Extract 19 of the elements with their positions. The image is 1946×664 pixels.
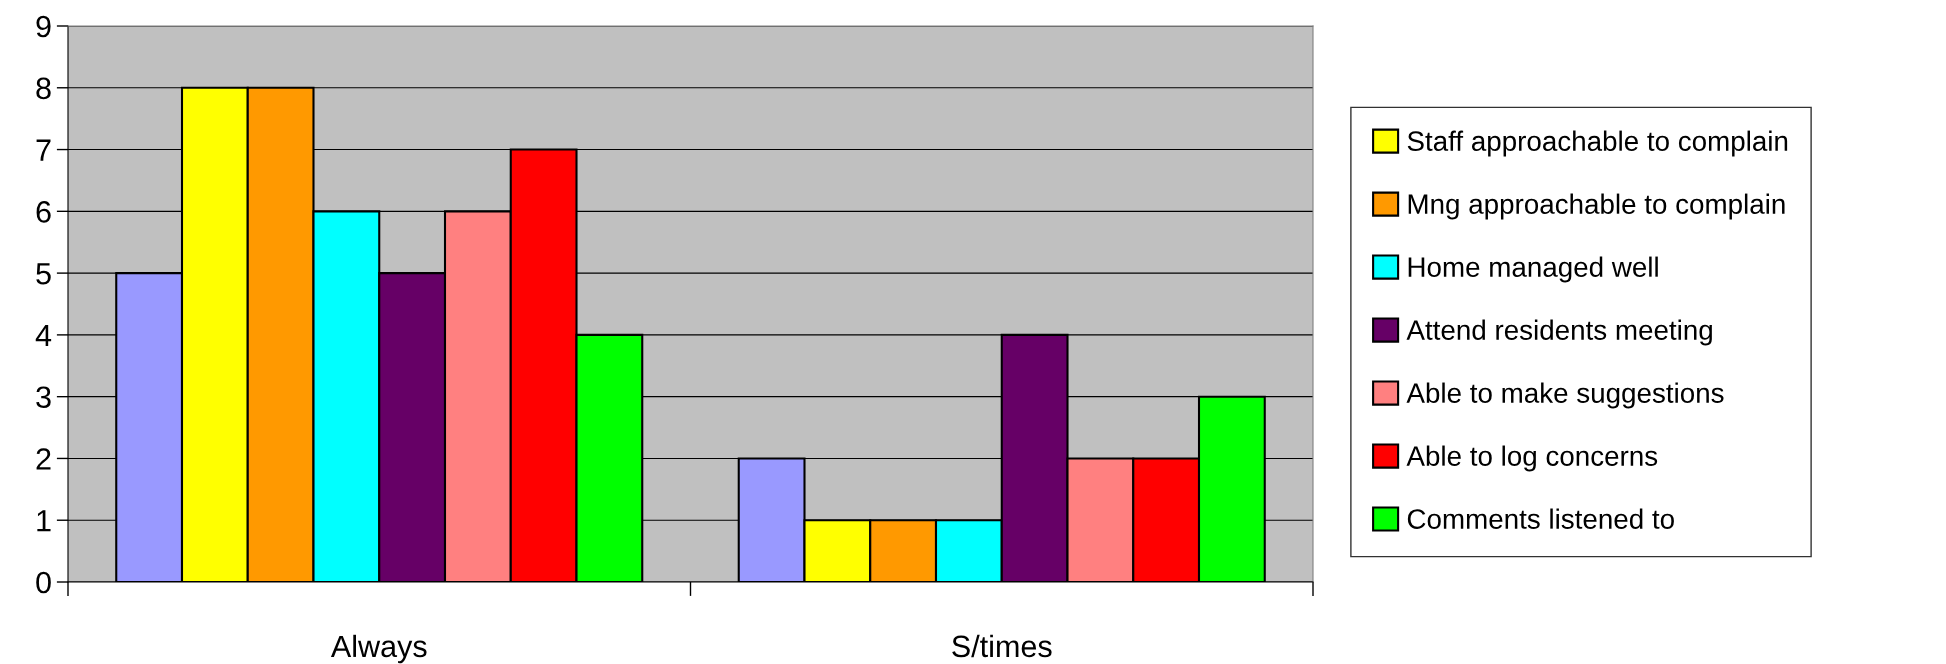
- x-tick-label: Always: [330, 634, 427, 664]
- legend-label: Comments listened to: [1407, 508, 1674, 529]
- x-tick-label: S/times: [952, 634, 1052, 658]
- legend-label: Home managed well: [1408, 256, 1658, 283]
- legend-label: Mng approachable to complain: [1408, 193, 1785, 220]
- legend-label: Attend residents meeting: [1406, 319, 1712, 346]
- y-tick-label: 7: [36, 139, 51, 161]
- legend-label: Able to make suggestions: [1406, 382, 1724, 409]
- y-tick-label: 3: [36, 386, 51, 409]
- y-tick-label: 5: [36, 263, 51, 285]
- legend-label: Able to log concerns: [1406, 445, 1658, 472]
- y-tick-label: 8: [36, 77, 51, 100]
- y-tick-label: 0: [36, 571, 51, 594]
- y-tick-label: 2: [36, 448, 51, 470]
- y-tick-label: 6: [36, 201, 51, 223]
- y-tick-label: 1: [37, 510, 51, 532]
- y-tick-label: 9: [36, 15, 51, 38]
- legend-label: Staff approachable to complain: [1407, 130, 1788, 157]
- y-tick-label: 4: [35, 324, 52, 346]
